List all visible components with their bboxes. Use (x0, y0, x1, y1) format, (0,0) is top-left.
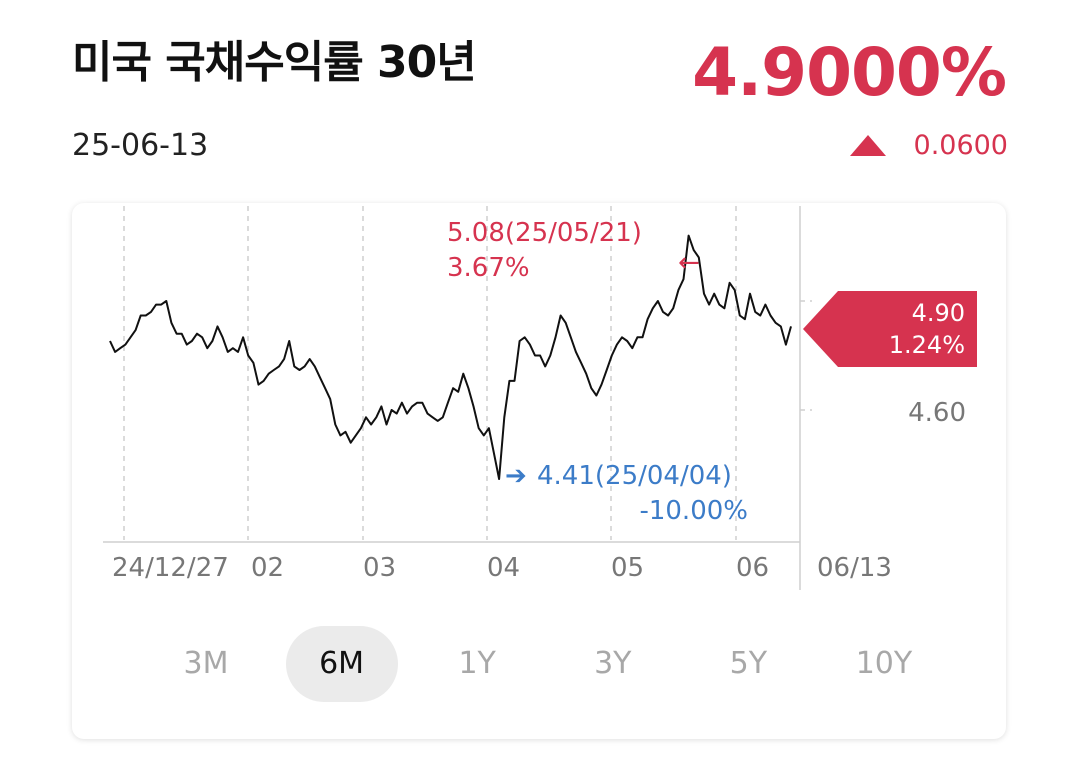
range-3y[interactable]: 3Y (594, 646, 632, 681)
quote-date: 25-06-13 (72, 128, 209, 163)
x-tick-label: 24/12/27 (112, 553, 229, 583)
range-6m[interactable]: 6M (285, 626, 398, 702)
page-title: 미국 국채수익률 30년 (72, 37, 477, 88)
x-tick-label: 03 (363, 553, 396, 583)
x-tick-label: 04 (487, 553, 520, 583)
x-end-label: 06/13 (817, 553, 892, 583)
current-value-badge (803, 291, 977, 367)
x-tick-label: 02 (251, 553, 284, 583)
range-1y[interactable]: 1Y (458, 646, 496, 681)
high-pct: 3.67% (447, 253, 530, 283)
y-tick-label: 4.60 (908, 398, 966, 428)
range-3m[interactable]: 3M (183, 646, 229, 681)
up-triangle-icon (849, 135, 886, 156)
range-5y[interactable]: 5Y (729, 646, 768, 681)
change-indicator: 0.0600 (849, 130, 1008, 161)
low-arrow-icon: ➔ (505, 461, 527, 491)
x-tick-labels: 24/12/27 02 03 04 05 06 (112, 553, 769, 583)
x-tick-label: 05 (611, 553, 644, 583)
low-label: 4.41(25/04/04) (537, 461, 732, 491)
high-label: 5.08(25/05/21) (447, 218, 642, 248)
badge-pct: 1.24% (889, 331, 965, 359)
range-10y[interactable]: 10Y (855, 646, 913, 681)
high-arrow-icon: ← (678, 248, 700, 278)
range-selector: 3M 6M 1Y 3Y 5Y 10Y (150, 626, 940, 702)
x-tick-label: 06 (736, 553, 769, 583)
chart-grid (103, 206, 812, 590)
low-pct: -10.00% (639, 496, 748, 526)
change-value: 0.0600 (913, 130, 1008, 161)
chart-labels: 5.08(25/05/21) 3.67% ← ➔ 4.41(25/04/04) … (447, 218, 977, 583)
badge-value: 4.90 (912, 299, 965, 327)
current-yield: 4.9000% (692, 34, 1007, 111)
yield-line (109, 234, 792, 480)
